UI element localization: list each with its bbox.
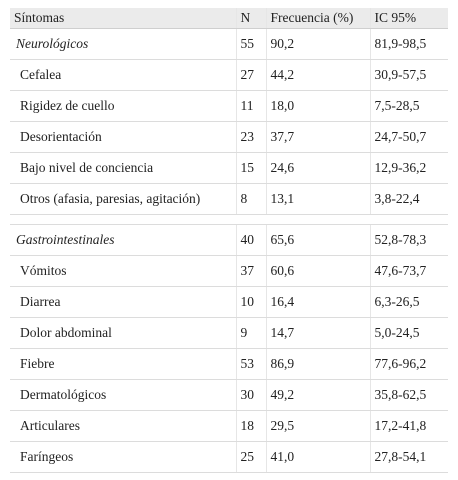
column-header: IC 95% bbox=[370, 8, 448, 29]
column-header: Síntomas bbox=[10, 8, 237, 29]
count: 30 bbox=[236, 379, 267, 411]
confidence-interval: 24,7-50,7 bbox=[370, 121, 448, 153]
item-row: Faríngeos 25 41,0 27,8-54,1 bbox=[10, 441, 448, 473]
symptom: Rigidez de cuello bbox=[10, 90, 237, 122]
section-heading-row: Neurológicos 55 90,2 81,9-98,5 bbox=[10, 28, 448, 60]
symptom: Gastrointestinales bbox=[10, 224, 237, 256]
symptom: Dermatológicos bbox=[10, 379, 237, 411]
confidence-interval: 27,8-54,1 bbox=[370, 441, 448, 473]
frequency: 86,9 bbox=[266, 348, 371, 380]
item-row: Rigidez de cuello 11 18,0 7,5-28,5 bbox=[10, 90, 448, 122]
spacer-cell bbox=[10, 214, 448, 225]
frequency: 44,2 bbox=[266, 59, 371, 91]
frequency: 14,7 bbox=[266, 317, 371, 349]
item-row: Desorientación 23 37,7 24,7-50,7 bbox=[10, 121, 448, 153]
item-row: Dermatológicos 30 49,2 35,8-62,5 bbox=[10, 379, 448, 411]
confidence-interval: 12,9-36,2 bbox=[370, 152, 448, 184]
count: 11 bbox=[236, 90, 267, 122]
count: 27 bbox=[236, 59, 267, 91]
item-row: Otros (afasia, paresias, agitación) 8 13,1… bbox=[10, 183, 448, 215]
frequency: 65,6 bbox=[266, 224, 371, 256]
count: 37 bbox=[236, 255, 267, 287]
item-row: Cefalea 27 44,2 30,9-57,5 bbox=[10, 59, 448, 91]
frequency: 37,7 bbox=[266, 121, 371, 153]
frequency: 90,2 bbox=[266, 28, 371, 60]
frequency: 49,2 bbox=[266, 379, 371, 411]
count: 25 bbox=[236, 441, 267, 473]
confidence-interval: 35,8-62,5 bbox=[370, 379, 448, 411]
item-row: Bajo nivel de conciencia 15 24,6 12,9-36,2 bbox=[10, 152, 448, 184]
item-row: Diarrea 10 16,4 6,3-26,5 bbox=[10, 286, 448, 318]
count: 18 bbox=[236, 410, 267, 442]
count: 40 bbox=[236, 224, 267, 256]
item-row: Articulares 18 29,5 17,2-41,8 bbox=[10, 410, 448, 442]
confidence-interval: 3,8-22,4 bbox=[370, 183, 448, 215]
frequency: 13,1 bbox=[266, 183, 371, 215]
item-row: Dolor abdominal 9 14,7 5,0-24,5 bbox=[10, 317, 448, 349]
count: 23 bbox=[236, 121, 267, 153]
frequency: 24,6 bbox=[266, 152, 371, 184]
symptom: Vómitos bbox=[10, 255, 237, 287]
header-row: Síntomas N Frecuencia (%) IC 95% bbox=[10, 8, 448, 29]
confidence-interval: 52,8-78,3 bbox=[370, 224, 448, 256]
count: 53 bbox=[236, 348, 267, 380]
frequency: 60,6 bbox=[266, 255, 371, 287]
confidence-interval: 6,3-26,5 bbox=[370, 286, 448, 318]
column-header: N bbox=[236, 8, 267, 29]
confidence-interval: 81,9-98,5 bbox=[370, 28, 448, 60]
symptom: Cefalea bbox=[10, 59, 237, 91]
symptom: Diarrea bbox=[10, 286, 237, 318]
symptoms-table: Síntomas N Frecuencia (%) IC 95% Neurológic… bbox=[10, 8, 448, 473]
count: 9 bbox=[236, 317, 267, 349]
confidence-interval: 17,2-41,8 bbox=[370, 410, 448, 442]
symptom: Faríngeos bbox=[10, 441, 237, 473]
symptom: Dolor abdominal bbox=[10, 317, 237, 349]
frequency: 41,0 bbox=[266, 441, 371, 473]
symptom: Articulares bbox=[10, 410, 237, 442]
frequency: 29,5 bbox=[266, 410, 371, 442]
symptom: Fiebre bbox=[10, 348, 237, 380]
column-header: Frecuencia (%) bbox=[266, 8, 371, 29]
confidence-interval: 47,6-73,7 bbox=[370, 255, 448, 287]
symptom: Neurológicos bbox=[10, 28, 237, 60]
confidence-interval: 7,5-28,5 bbox=[370, 90, 448, 122]
section-heading-row: Gastrointestinales 40 65,6 52,8-78,3 bbox=[10, 224, 448, 256]
symptom: Otros (afasia, paresias, agitación) bbox=[10, 183, 237, 215]
table-body: Neurológicos 55 90,2 81,9-98,5 Cefalea 27 44,2… bbox=[10, 28, 448, 473]
count: 10 bbox=[236, 286, 267, 318]
count: 8 bbox=[236, 183, 267, 215]
spacer-row bbox=[10, 214, 448, 225]
count: 55 bbox=[236, 28, 267, 60]
confidence-interval: 77,6-96,2 bbox=[370, 348, 448, 380]
symptom: Bajo nivel de conciencia bbox=[10, 152, 237, 184]
frequency: 18,0 bbox=[266, 90, 371, 122]
symptom: Desorientación bbox=[10, 121, 237, 153]
confidence-interval: 30,9-57,5 bbox=[370, 59, 448, 91]
item-row: Vómitos 37 60,6 47,6-73,7 bbox=[10, 255, 448, 287]
confidence-interval: 5,0-24,5 bbox=[370, 317, 448, 349]
count: 15 bbox=[236, 152, 267, 184]
frequency: 16,4 bbox=[266, 286, 371, 318]
item-row: Fiebre 53 86,9 77,6-96,2 bbox=[10, 348, 448, 380]
